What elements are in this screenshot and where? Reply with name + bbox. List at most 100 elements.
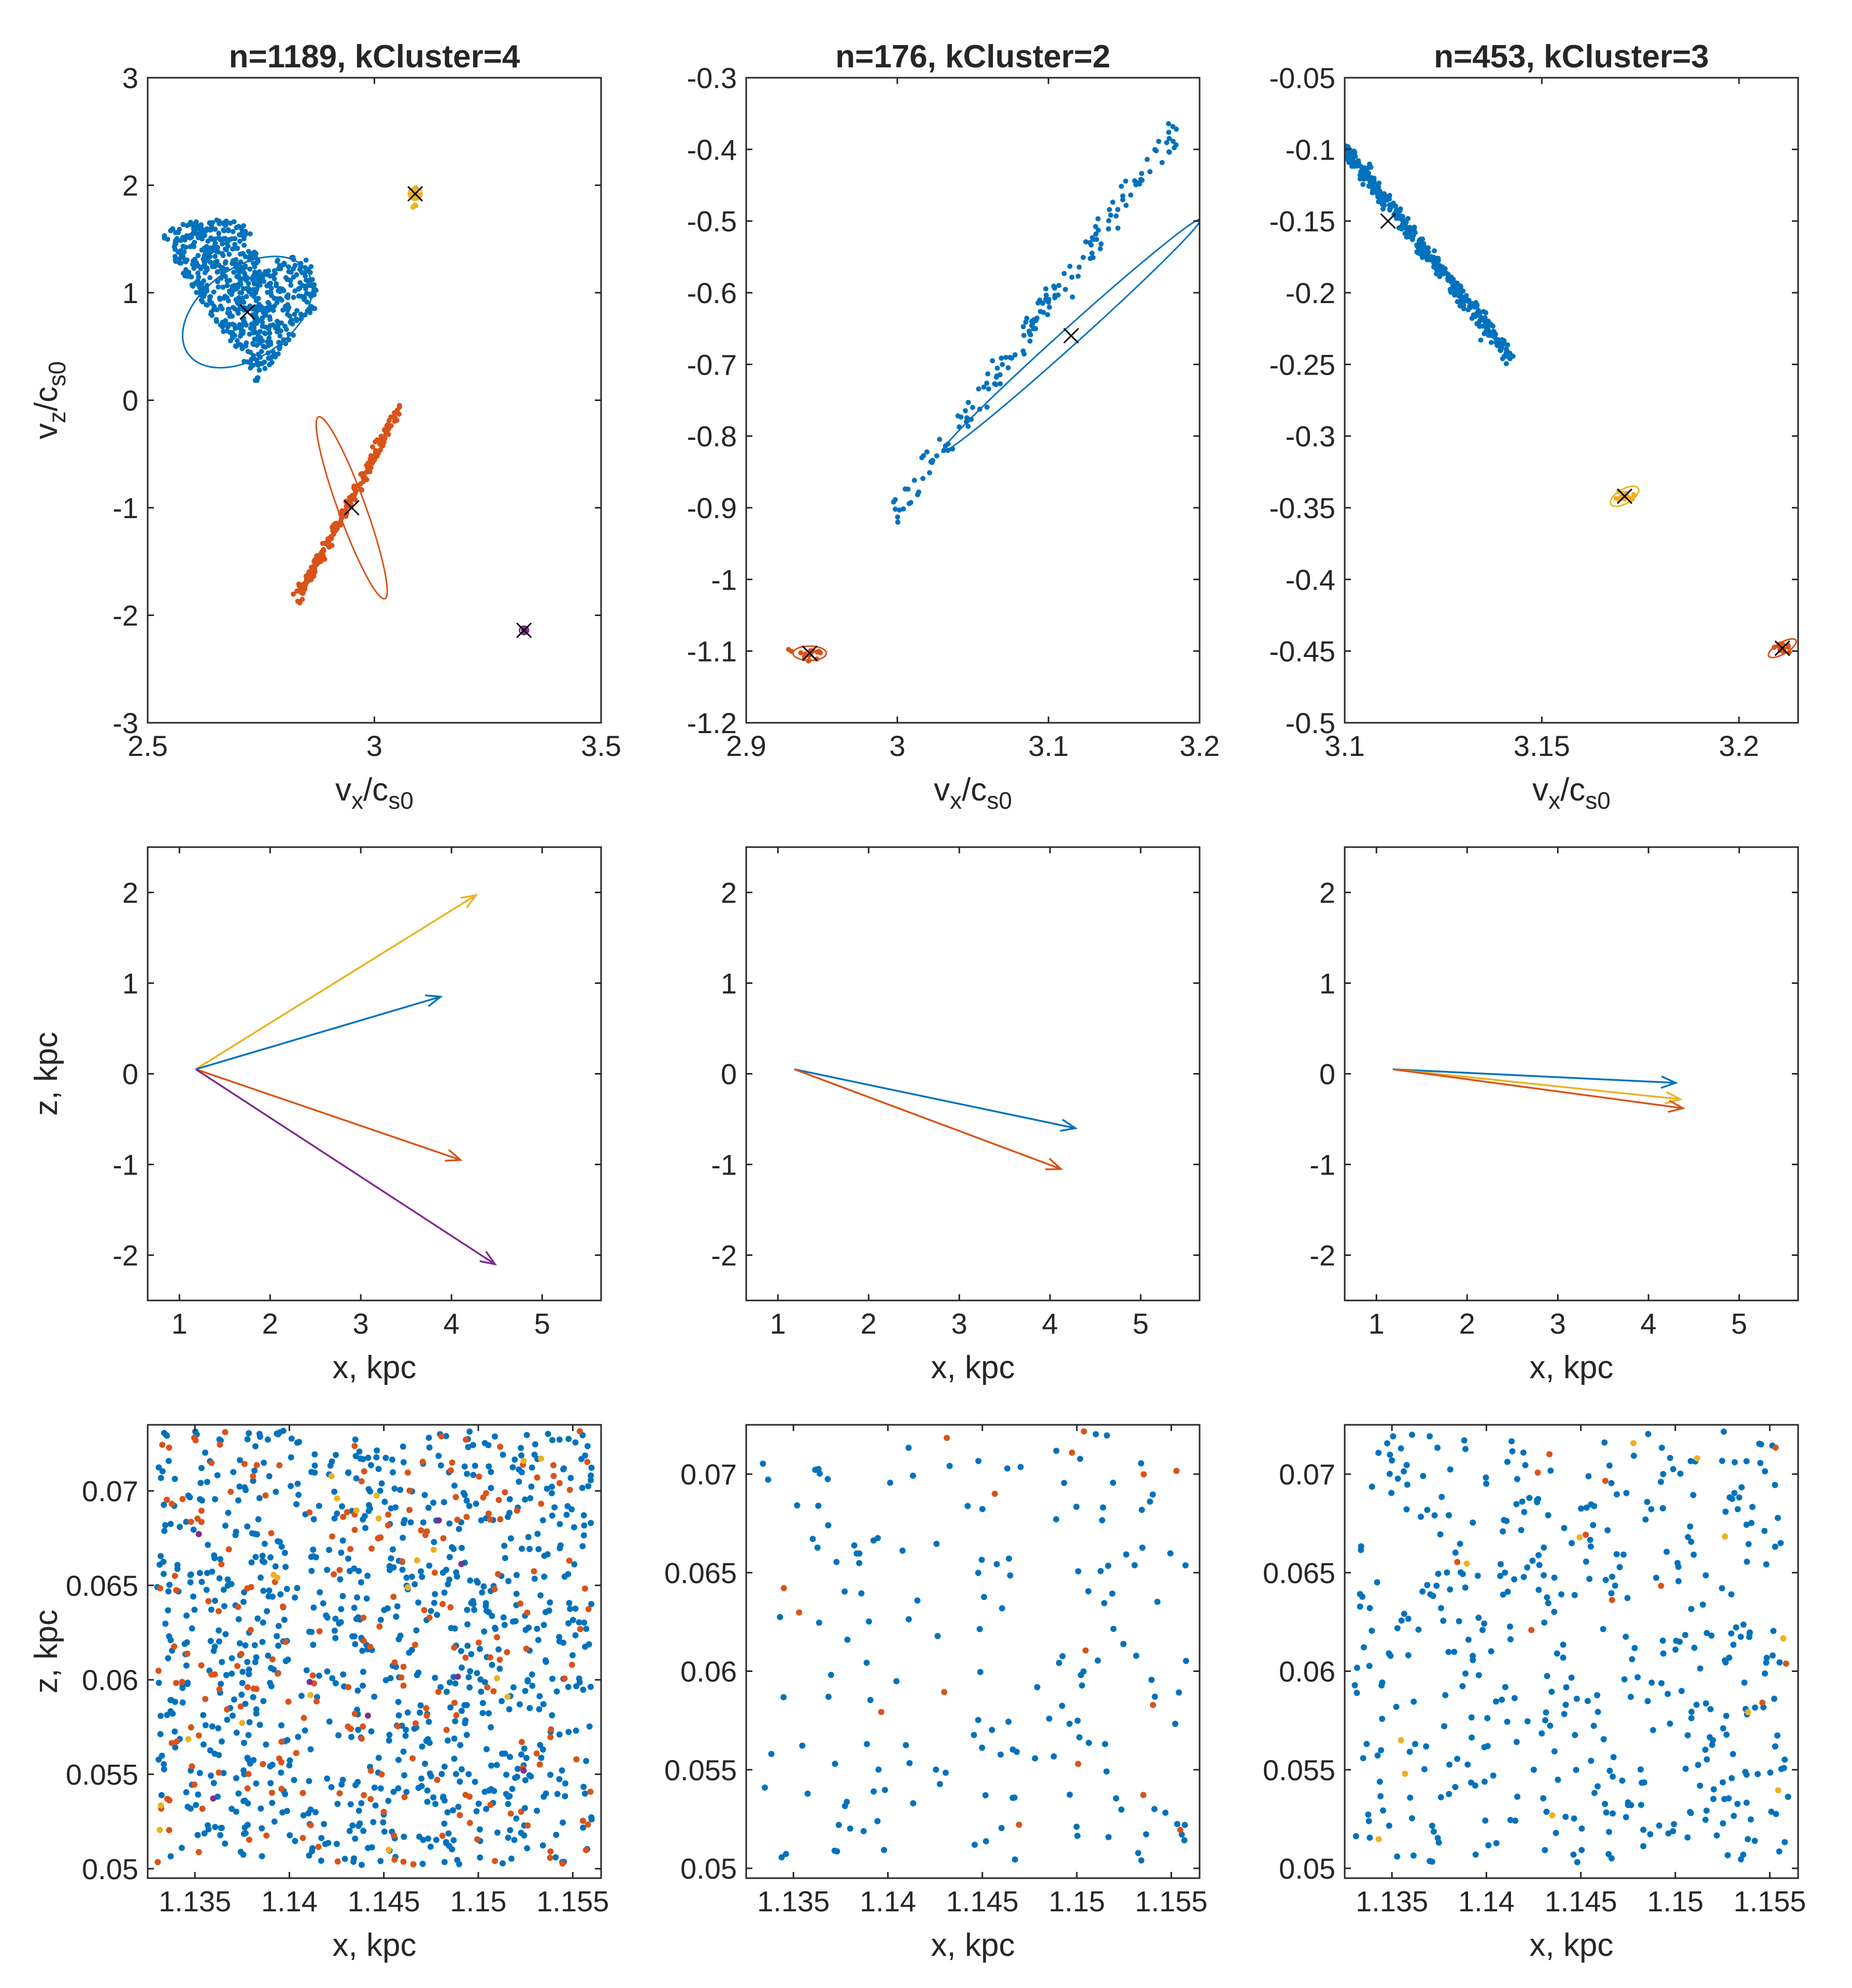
data-point-r1c1-c0 — [212, 242, 218, 248]
data-point-r3c1-orange — [218, 1561, 225, 1568]
data-point-r3c1-orange — [448, 1467, 454, 1474]
data-point-r1c1-c0 — [230, 286, 235, 292]
data-point-r3c1-blue — [516, 1478, 522, 1485]
data-point-r3c3-yellow — [1402, 1770, 1408, 1777]
data-point-r3c3-blue — [1619, 1777, 1626, 1784]
data-point-r3c3-blue — [1763, 1660, 1770, 1666]
data-point-r1c1-c0 — [253, 330, 259, 335]
data-point-r1c2-c0 — [1166, 149, 1172, 155]
data-point-r3c1-blue — [331, 1489, 338, 1495]
data-point-r1c1-c1 — [300, 597, 305, 602]
data-point-r3c2-blue — [1102, 1741, 1108, 1748]
data-point-r3c1-orange — [222, 1429, 229, 1436]
data-point-r3c1-blue — [522, 1687, 529, 1694]
data-point-r1c1-c0 — [267, 306, 273, 312]
data-point-r3c1-blue — [346, 1827, 353, 1834]
y-tick-label-r2c1: -2 — [112, 1239, 138, 1272]
data-point-r3c3-blue — [1569, 1540, 1575, 1547]
data-point-r3c1-blue — [269, 1762, 276, 1768]
data-point-r3c1-blue — [513, 1591, 520, 1597]
data-point-r3c1-orange — [584, 1458, 591, 1465]
data-point-r1c1-c0 — [221, 295, 226, 301]
data-point-r3c3-blue — [1723, 1712, 1730, 1719]
data-point-r3c3-blue — [1504, 1719, 1511, 1725]
data-point-r3c1-orange — [475, 1639, 482, 1646]
data-point-r3c2-blue — [975, 1717, 981, 1723]
data-point-r3c1-blue — [472, 1779, 478, 1785]
data-point-r3c2-blue — [778, 1854, 785, 1861]
data-point-r3c1-orange — [225, 1546, 232, 1553]
data-point-r3c1-blue — [588, 1477, 594, 1483]
data-point-r3c1-orange — [351, 1526, 358, 1533]
data-point-r3c1-blue — [218, 1738, 225, 1745]
data-point-r3c3-orange — [1602, 1478, 1608, 1484]
data-point-r1c1-c0 — [198, 297, 204, 303]
data-point-r3c3-blue — [1404, 1481, 1411, 1488]
x-tick-label-r3c1: 1.14 — [261, 1885, 318, 1918]
data-point-r1c1-c0 — [236, 224, 241, 230]
data-point-r3c1-blue — [333, 1452, 339, 1458]
y-tick-label-r3c1: 0.055 — [66, 1758, 138, 1791]
data-point-r3c1-orange — [487, 1801, 494, 1808]
data-point-r3c1-orange — [447, 1604, 454, 1611]
data-point-r3c3-blue — [1378, 1747, 1385, 1753]
data-point-r3c1-blue — [308, 1628, 315, 1635]
data-point-r3c1-blue — [274, 1633, 280, 1639]
data-point-r3c3-blue — [1484, 1715, 1491, 1722]
data-point-r1c1-c0 — [251, 281, 257, 287]
data-point-r3c1-blue — [532, 1441, 538, 1448]
x-tick-label-r2c2: 3 — [951, 1307, 967, 1340]
data-point-r3c1-purple — [306, 1679, 313, 1685]
data-point-r3c3-blue — [1447, 1466, 1454, 1473]
data-point-r3c1-orange — [198, 1662, 205, 1669]
x-tick-label-r1c3: 3.2 — [1719, 730, 1759, 762]
data-point-r3c2-blue — [1014, 1749, 1020, 1755]
data-point-r3c3-blue — [1462, 1446, 1469, 1452]
data-point-r3c1-orange — [154, 1859, 161, 1865]
data-point-r3c1-blue — [253, 1710, 260, 1717]
data-point-r3c1-blue — [506, 1496, 513, 1503]
data-point-r3c2-blue — [1138, 1460, 1145, 1467]
data-point-r3c1-blue — [217, 1832, 224, 1838]
data-point-r3c1-orange — [390, 1594, 397, 1600]
data-point-r3c1-blue — [583, 1625, 590, 1632]
data-point-r3c1-blue — [503, 1771, 510, 1778]
data-point-r1c1-c0 — [265, 290, 270, 295]
data-point-r1c3-c0 — [1497, 347, 1503, 353]
data-point-r1c2-c0 — [1095, 227, 1101, 233]
data-point-r3c1-yellow — [520, 1457, 527, 1464]
data-point-r1c1-c0 — [168, 228, 174, 234]
data-point-r1c2-c0 — [1110, 199, 1116, 205]
data-point-r3c1-blue — [246, 1430, 252, 1437]
data-point-r3c1-orange — [409, 1755, 416, 1762]
data-point-r3c1-orange — [487, 1516, 493, 1523]
data-point-r3c1-blue — [413, 1627, 420, 1634]
data-point-r3c1-blue — [513, 1815, 520, 1822]
data-point-r1c3-c0 — [1395, 210, 1401, 216]
data-point-r1c2-c0 — [937, 437, 943, 442]
y-tick-label-r1c1: 0 — [122, 384, 138, 417]
data-point-r3c1-blue — [510, 1684, 517, 1691]
data-point-r3c3-blue — [1665, 1830, 1672, 1837]
data-point-r3c3-blue — [1481, 1778, 1488, 1785]
data-point-r3c1-orange — [391, 1832, 397, 1839]
data-point-r3c3-blue — [1354, 1690, 1360, 1696]
data-point-r3c1-orange — [198, 1507, 205, 1514]
plot-area-r3c2 — [760, 1428, 1189, 1864]
data-point-r3c2-orange — [1069, 1449, 1075, 1456]
data-point-r3c1-orange — [462, 1654, 469, 1661]
data-point-r3c3-blue — [1437, 1531, 1444, 1538]
data-point-r1c2-c0 — [1003, 354, 1009, 360]
data-point-r3c1-blue — [403, 1726, 409, 1733]
data-point-r3c1-blue — [449, 1544, 455, 1551]
data-point-r3c1-blue — [453, 1771, 460, 1777]
data-point-r3c1-blue — [531, 1451, 538, 1458]
data-point-r3c1-orange — [245, 1771, 252, 1777]
data-point-r3c1-orange — [406, 1488, 413, 1494]
data-point-r3c1-blue — [425, 1719, 432, 1725]
data-point-r3c1-blue — [209, 1568, 216, 1575]
data-point-r1c2-c0 — [915, 492, 920, 497]
data-point-r3c1-blue — [426, 1770, 433, 1777]
data-point-r3c1-blue — [311, 1462, 318, 1469]
data-point-r3c1-orange — [247, 1626, 254, 1633]
